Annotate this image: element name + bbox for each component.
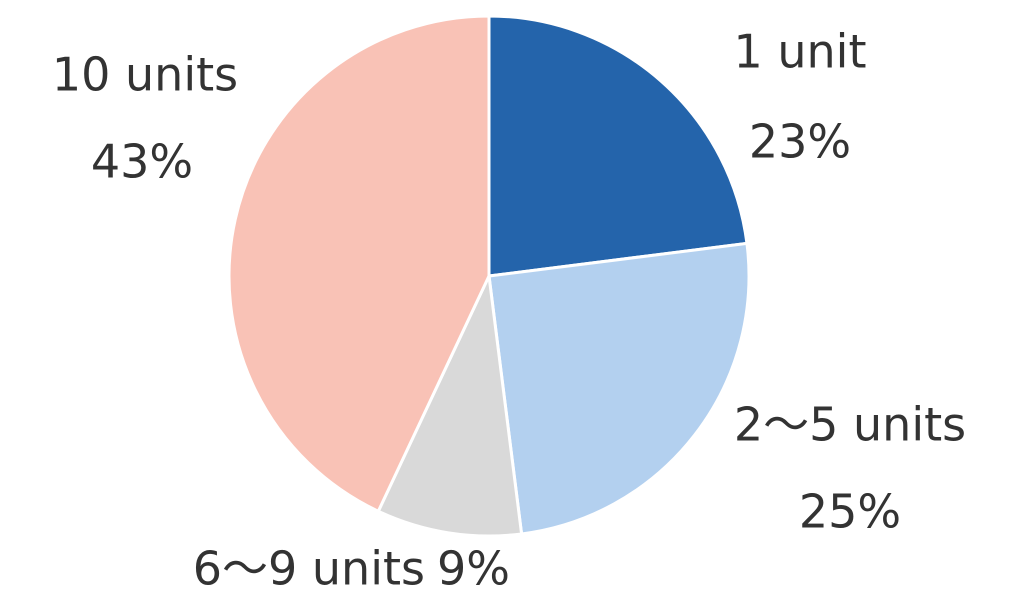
pie-slice xyxy=(227,14,491,514)
slice-label: 2〜5 units xyxy=(734,398,966,452)
slice-value-label: 25% xyxy=(799,485,901,539)
slice-label: 1 unit xyxy=(733,25,866,79)
pie-slice xyxy=(487,14,749,278)
slice-value-label: 43% xyxy=(91,135,193,189)
slice-label: 10 units xyxy=(52,48,238,102)
slice-label: 6〜9 units xyxy=(193,542,425,593)
slice-value-label: 23% xyxy=(749,115,851,169)
slice-value-label: 9% xyxy=(437,542,510,593)
pie-slice xyxy=(376,270,524,538)
pie-slice xyxy=(487,241,751,536)
